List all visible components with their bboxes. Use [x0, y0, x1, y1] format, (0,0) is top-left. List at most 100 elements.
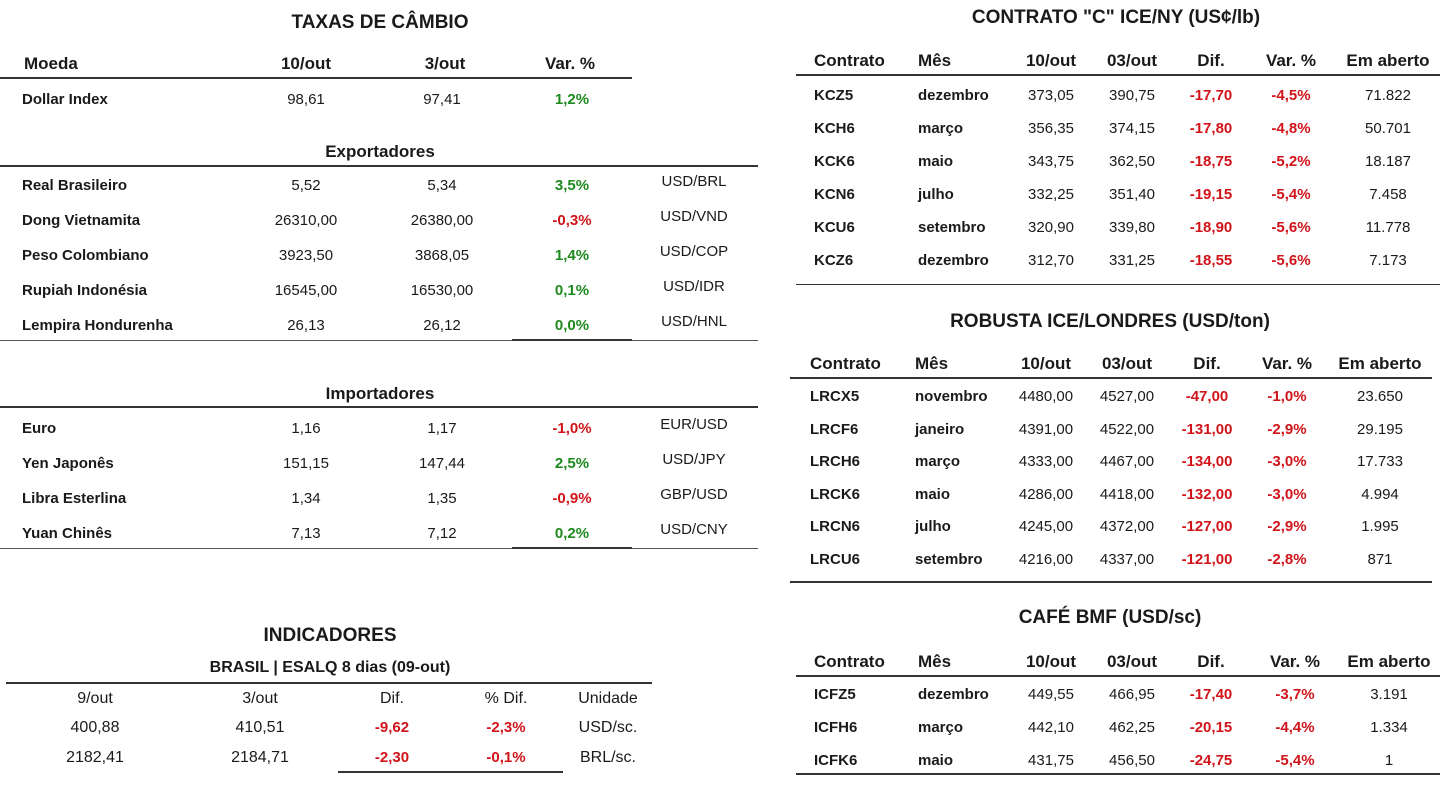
bmf-header-contract: Contrato: [814, 652, 885, 671]
indicator-pct: -2,3%: [486, 719, 526, 736]
fx-row-pair: USD/VND: [660, 208, 728, 225]
ny-cell-month: dezembro: [918, 87, 989, 104]
london-cell-date-b: 4372,00: [1099, 518, 1155, 535]
ny-header-var: Var. %: [1265, 51, 1317, 70]
london-header-month: Mês: [915, 354, 949, 373]
bmf-header-month: Mês: [918, 652, 952, 671]
ny-cell-date-a: 312,70: [1028, 252, 1074, 269]
london-cell-contract: LRCU6: [810, 550, 861, 568]
fx-exporters-title: Exportadores: [325, 142, 435, 161]
london-cell-dif: -121,00: [1181, 550, 1233, 568]
london-cell-month: março: [915, 453, 961, 470]
fx-importers-var-rule: [512, 547, 632, 549]
london-cell-date-b: 4527,00: [1099, 388, 1155, 405]
indicators-header-dif: Dif.: [380, 690, 404, 707]
london-bottom-rule: [790, 581, 1432, 583]
fx-row-pair: USD/COP: [659, 243, 729, 260]
fx-dollar-index-a: 98,61: [287, 91, 325, 108]
bmf-header-dif: Dif.: [1197, 652, 1225, 671]
london-cell-contract: LRCH6: [810, 453, 861, 470]
london-header-dif: Dif.: [1193, 354, 1221, 373]
fx-row-name: Peso Colombiano: [22, 247, 149, 264]
london-header-date-a: 10/out: [1020, 354, 1072, 373]
fx-row-name: Rupiah Indonésia: [22, 282, 148, 299]
ny-bottom-rule: [796, 284, 1440, 285]
ny-header-rule: [796, 74, 1440, 76]
bmf-title: CAFÉ BMF (USD/sc): [1018, 607, 1202, 628]
indicators-subtitle: BRASIL | ESALQ 8 dias (09-out): [209, 659, 451, 676]
bmf-header-date-b: 03/out: [1106, 652, 1158, 671]
ny-header-month: Mês: [918, 51, 952, 70]
ny-cell-date-b: 390,75: [1109, 87, 1155, 104]
bmf-cell-date-b: 456,50: [1109, 752, 1155, 769]
london-header-var: Var. %: [1261, 354, 1313, 373]
ny-cell-open: 50.701: [1365, 120, 1411, 137]
london-cell-open: 4.994: [1361, 485, 1399, 503]
fx-row-value-a: 26310,00: [274, 212, 338, 229]
bmf-cell-date-b: 466,95: [1109, 686, 1155, 703]
ny-cell-month: julho: [918, 186, 954, 203]
fx-exporters-bottom-rule: [0, 340, 758, 341]
ny-cell-date-a: 332,25: [1028, 186, 1074, 203]
fx-row-name: Lempira Hondurenha: [22, 317, 173, 334]
london-cell-var: -3,0%: [1267, 453, 1307, 470]
fx-row-value-a: 16545,00: [274, 282, 338, 299]
fx-row-value-a: 151,15: [283, 455, 329, 472]
indicator-unit: USD/sc.: [578, 719, 638, 736]
london-cell-dif: -134,00: [1181, 453, 1233, 470]
fx-row-pair: USD/CNY: [660, 521, 728, 538]
ny-cell-dif: -17,70: [1189, 87, 1233, 104]
fx-row-name: Yuan Chinês: [22, 525, 113, 542]
ny-cell-date-a: 356,35: [1028, 120, 1074, 137]
london-cell-date-b: 4418,00: [1099, 485, 1155, 503]
london-cell-var: -2,9%: [1267, 420, 1307, 438]
ny-cell-date-b: 351,40: [1109, 186, 1155, 203]
london-cell-date-a: 4286,00: [1018, 485, 1074, 503]
bmf-cell-open: 1.334: [1370, 719, 1408, 736]
london-header-rule: [790, 377, 1432, 379]
london-cell-date-a: 4391,00: [1018, 420, 1074, 438]
london-cell-open: 871: [1367, 550, 1393, 568]
fx-row-var: 1,4%: [554, 247, 590, 264]
ny-cell-month: maio: [918, 153, 954, 170]
ny-cell-date-a: 343,75: [1028, 153, 1074, 170]
london-header-date-b: 03/out: [1101, 354, 1153, 373]
ny-cell-date-b: 331,25: [1109, 252, 1155, 269]
indicator-dif: -9,62: [374, 719, 410, 736]
bmf-cell-month: março: [918, 719, 964, 736]
fx-row-var: 0,0%: [554, 317, 590, 334]
london-cell-month: setembro: [915, 550, 983, 568]
fx-row-pair: USD/JPY: [662, 451, 726, 468]
bmf-cell-dif: -17,40: [1189, 686, 1233, 703]
fx-row-var: 0,2%: [554, 525, 590, 542]
ny-cell-dif: -19,15: [1189, 186, 1233, 203]
fx-row-value-a: 5,52: [291, 177, 321, 194]
london-cell-open: 29.195: [1357, 420, 1403, 438]
indicators-bottom-rule: [338, 771, 563, 773]
london-cell-var: -2,9%: [1267, 518, 1307, 535]
bmf-header-rule: [796, 675, 1440, 677]
london-header-open: Em aberto: [1338, 354, 1422, 373]
london-cell-open: 23.650: [1357, 388, 1403, 405]
london-cell-date-a: 4216,00: [1018, 550, 1074, 568]
fx-row-value-b: 26380,00: [410, 212, 474, 229]
london-cell-dif: -47,00: [1185, 388, 1229, 405]
ny-cell-date-b: 339,80: [1109, 219, 1155, 236]
ny-cell-open: 71.822: [1365, 87, 1411, 104]
indicators-header-b: 3/out: [242, 690, 278, 707]
fx-dollar-index-name: Dollar Index: [22, 91, 108, 108]
ny-cell-contract: KCZ6: [814, 252, 854, 269]
ny-cell-open: 18.187: [1365, 153, 1411, 170]
bmf-header-var: Var. %: [1269, 652, 1321, 671]
fx-importers-title: Importadores: [325, 384, 435, 403]
fx-exporters-var-rule: [512, 339, 632, 341]
fx-row-pair: USD/IDR: [663, 278, 725, 295]
indicator-dif: -2,30: [374, 749, 410, 766]
fx-row-var: -0,3%: [552, 212, 592, 229]
london-cell-month: novembro: [915, 388, 988, 405]
ny-cell-var: -5,6%: [1271, 219, 1311, 236]
ny-cell-contract: KCK6: [814, 153, 855, 170]
fx-header-var: Var. %: [544, 54, 596, 73]
fx-row-var: -1,0%: [552, 420, 592, 437]
ny-header-date-a: 10/out: [1025, 51, 1077, 70]
